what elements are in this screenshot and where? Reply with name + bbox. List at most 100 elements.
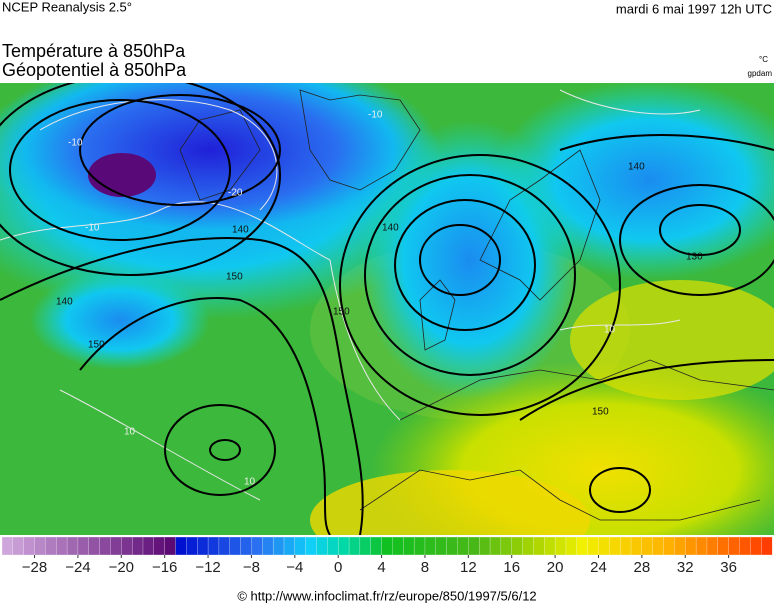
colorbar-swatch bbox=[609, 536, 621, 556]
isotherm-label: -20 bbox=[228, 188, 243, 199]
colorbar-swatch bbox=[554, 536, 567, 556]
colorbar-swatch bbox=[348, 536, 361, 556]
colorbar-tick-label: 4 bbox=[377, 559, 385, 576]
colorbar-swatch bbox=[305, 536, 317, 556]
colorbar-swatch bbox=[392, 536, 404, 556]
isotherm-label: 10 bbox=[244, 477, 256, 488]
contour-label: 140 bbox=[232, 225, 249, 236]
colorbar-swatch bbox=[761, 536, 773, 556]
colorbar: −28 −24 −20 −16 −12 −8 −4 0 4 8 12 16 20 24 28 32 36 bbox=[1, 536, 773, 576]
colorbar-swatch bbox=[739, 536, 751, 556]
colorbar-tick-label: 20 bbox=[547, 559, 564, 576]
colorbar-tick-label: −12 bbox=[195, 559, 220, 576]
colorbar-tick-label: −4 bbox=[286, 559, 303, 576]
colorbar-swatch bbox=[641, 536, 654, 556]
colorbar-swatch bbox=[706, 536, 719, 556]
contour-label: 150 bbox=[226, 272, 243, 283]
colorbar-swatch bbox=[283, 536, 296, 556]
colorbar-swatch bbox=[240, 536, 252, 556]
colorbar-swatch bbox=[88, 536, 101, 556]
colorbar-swatch bbox=[370, 536, 383, 556]
colorbar-swatch bbox=[153, 536, 166, 556]
colorbar-tick-label: 0 bbox=[334, 559, 342, 576]
colorbar-swatch bbox=[294, 536, 307, 556]
contour-label: 150 bbox=[88, 340, 105, 351]
temperature-field bbox=[88, 153, 156, 197]
colorbar-tick-label: 8 bbox=[421, 559, 429, 576]
temperature-field bbox=[570, 280, 774, 400]
title: Température à 850hPa bbox=[2, 41, 186, 61]
colorbar-swatch bbox=[750, 536, 762, 556]
colorbar-tick-label: 36 bbox=[720, 559, 737, 576]
colorbar-swatch bbox=[663, 536, 675, 556]
colorbar-swatch bbox=[522, 536, 534, 556]
source-url: © http://www.infoclimat.fr/rz/europe/850… bbox=[237, 588, 536, 603]
isotherm-label: -10 bbox=[368, 110, 383, 121]
colorbar-swatch bbox=[652, 536, 664, 556]
colorbar-tick-label: −8 bbox=[243, 559, 260, 576]
colorbar-swatch bbox=[164, 536, 176, 556]
contour-label: 140 bbox=[56, 297, 73, 308]
coastlines bbox=[179, 89, 774, 521]
contour-labels: -10 -10 -20 140 150 150 140 150 10 10 14… bbox=[56, 110, 703, 488]
colorbar-swatch bbox=[66, 536, 79, 556]
temperature-field bbox=[490, 83, 774, 280]
colorbar-swatch bbox=[131, 536, 144, 556]
contour-label: 150 bbox=[592, 407, 609, 418]
colorbar-swatch bbox=[446, 536, 458, 556]
colorbar-swatch bbox=[110, 536, 122, 556]
colorbar-tick-label: −28 bbox=[22, 559, 47, 576]
colorbar-tick-label: 28 bbox=[634, 559, 651, 576]
colorbar-swatch bbox=[251, 536, 263, 556]
colorbar-swatch bbox=[316, 536, 328, 556]
colorbar-swatch bbox=[229, 536, 242, 556]
colorbar-swatch bbox=[435, 536, 448, 556]
colorbar-swatch bbox=[674, 536, 686, 556]
colorbar-tick-label: −24 bbox=[65, 559, 90, 576]
colorbar-swatch bbox=[327, 536, 339, 556]
colorbar-swatch bbox=[565, 536, 578, 556]
colorbar-swatch bbox=[338, 536, 350, 556]
colorbar-swatch bbox=[12, 536, 25, 556]
temperature-field bbox=[30, 270, 210, 370]
colorbar-swatch bbox=[1, 536, 14, 556]
colorbar-tick-label: 16 bbox=[503, 559, 520, 576]
colorbar-swatch bbox=[620, 536, 632, 556]
colorbar-swatch bbox=[121, 536, 133, 556]
colorbar-swatch bbox=[533, 536, 545, 556]
colorbar-swatch bbox=[489, 536, 502, 556]
colorbar-swatch bbox=[381, 536, 393, 556]
colorbar-tick-label: −16 bbox=[152, 559, 177, 576]
colorbar-swatch bbox=[262, 536, 274, 556]
map: -10 -10 -20 140 150 150 140 150 10 10 14… bbox=[0, 83, 774, 535]
colorbar-tick-label: −20 bbox=[109, 559, 134, 576]
colorbar-swatch bbox=[197, 536, 209, 556]
colorbar-swatch bbox=[424, 536, 437, 556]
colorbar-swatch bbox=[34, 536, 46, 556]
colorbar-swatch bbox=[500, 536, 513, 556]
colorbar-swatch bbox=[728, 536, 740, 556]
colorbar-swatch bbox=[717, 536, 730, 556]
isotherm-label: 10 bbox=[604, 325, 616, 336]
contour-label: 140 bbox=[382, 223, 399, 234]
colorbar-swatch bbox=[587, 536, 599, 556]
temperature-field bbox=[310, 470, 590, 535]
dataset-label: NCEP Reanalysis 2.5° bbox=[2, 0, 132, 14]
colorbar-swatch bbox=[685, 536, 697, 556]
contour-label: 130 bbox=[686, 252, 703, 263]
temperature-field bbox=[0, 83, 440, 250]
colorbar-swatch bbox=[142, 536, 155, 556]
date-label: mardi 6 mai 1997 12h UTC bbox=[616, 1, 772, 16]
colorbar-swatch bbox=[479, 536, 491, 556]
colorbar-tick-label: 24 bbox=[590, 559, 607, 576]
colorbar-swatch bbox=[468, 536, 480, 556]
colorbar-tick-label: 32 bbox=[677, 559, 694, 576]
colorbar-tick-label: 12 bbox=[460, 559, 477, 576]
contour-label: 140 bbox=[628, 162, 645, 173]
colorbar-swatch bbox=[413, 536, 426, 556]
unit-label: °C bbox=[759, 55, 768, 64]
colorbar-swatch bbox=[45, 536, 57, 556]
colorbar-swatch bbox=[175, 536, 187, 556]
